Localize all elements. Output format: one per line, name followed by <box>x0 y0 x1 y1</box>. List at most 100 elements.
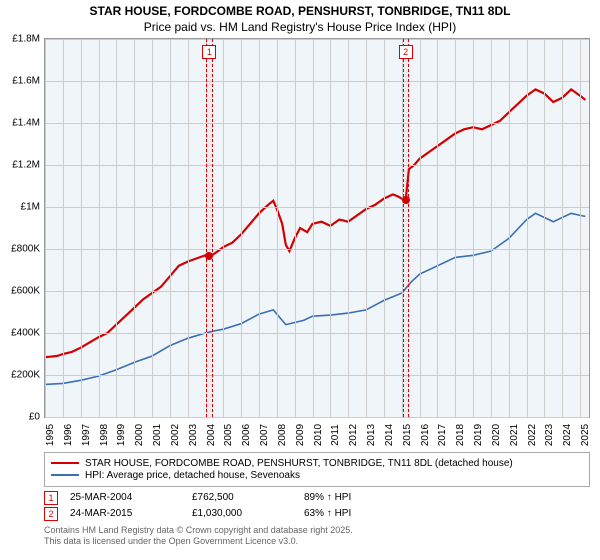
x-axis-label: 2002 <box>170 423 181 445</box>
y-axis-label: £800K <box>11 243 45 254</box>
grid-line-vertical <box>348 39 349 417</box>
table-row: 1 25-MAR-2004 £762,500 89% ↑ HPI <box>44 491 590 505</box>
y-axis-label: £400K <box>11 327 45 338</box>
grid-line-vertical <box>527 39 528 417</box>
grid-line-vertical <box>277 39 278 417</box>
grid-line-vertical <box>330 39 331 417</box>
footer-attribution: Contains HM Land Registry data © Crown c… <box>44 525 590 548</box>
grid-line-vertical <box>45 39 46 417</box>
legend-row: HPI: Average price, detached house, Seve… <box>51 470 583 481</box>
event-point <box>402 196 410 204</box>
legend: STAR HOUSE, FORDCOMBE ROAD, PENSHURST, T… <box>44 452 590 487</box>
legend-swatch <box>51 474 79 476</box>
grid-line-vertical <box>259 39 260 417</box>
x-axis-label: 1995 <box>45 423 56 445</box>
event-point <box>205 252 213 260</box>
y-axis-label: £1.4M <box>12 117 45 128</box>
x-axis-label: 2008 <box>277 423 288 445</box>
grid-line-horizontal <box>45 291 589 292</box>
row-date: 24-MAR-2015 <box>70 508 180 519</box>
grid-line-vertical <box>455 39 456 417</box>
grid-line-vertical <box>99 39 100 417</box>
event-table: 1 25-MAR-2004 £762,500 89% ↑ HPI 2 24-MAR-201… <box>44 491 590 521</box>
x-axis-label: 2010 <box>313 423 324 445</box>
x-axis-label: 2016 <box>420 423 431 445</box>
grid-line-vertical <box>170 39 171 417</box>
series-line-property <box>45 89 585 357</box>
grid-line-vertical <box>63 39 64 417</box>
y-axis-label: £1.2M <box>12 159 45 170</box>
grid-line-horizontal <box>45 375 589 376</box>
x-axis-label: 2019 <box>473 423 484 445</box>
x-axis-label: 2006 <box>241 423 252 445</box>
grid-line-vertical <box>384 39 385 417</box>
x-axis-label: 2000 <box>134 423 145 445</box>
legend-label: STAR HOUSE, FORDCOMBE ROAD, PENSHURST, T… <box>85 458 513 469</box>
grid-line-vertical <box>81 39 82 417</box>
grid-line-horizontal <box>45 81 589 82</box>
x-axis-label: 2003 <box>188 423 199 445</box>
event-band <box>206 39 212 417</box>
row-pct: 89% ↑ HPI <box>304 492 394 503</box>
legend-swatch <box>51 462 79 464</box>
row-marker: 2 <box>44 507 58 521</box>
grid-line-vertical <box>420 39 421 417</box>
row-price: £762,500 <box>192 492 292 503</box>
x-axis-label: 2024 <box>562 423 573 445</box>
plot-area: £0£200K£400K£600K£800K£1M£1.2M£1.4M£1.6M… <box>44 38 590 418</box>
grid-line-vertical <box>509 39 510 417</box>
grid-line-vertical <box>116 39 117 417</box>
x-axis-label: 1996 <box>63 423 74 445</box>
grid-line-vertical <box>295 39 296 417</box>
footer-line2: This data is licensed under the Open Gov… <box>44 536 590 547</box>
grid-line-vertical <box>437 39 438 417</box>
legend-row: STAR HOUSE, FORDCOMBE ROAD, PENSHURST, T… <box>51 458 583 469</box>
footer-line1: Contains HM Land Registry data © Crown c… <box>44 525 590 536</box>
x-axis-label: 2021 <box>509 423 520 445</box>
x-axis-label: 1997 <box>81 423 92 445</box>
grid-line-vertical <box>241 39 242 417</box>
grid-line-vertical <box>366 39 367 417</box>
grid-line-horizontal <box>45 207 589 208</box>
x-axis-label: 2025 <box>580 423 591 445</box>
line-series-svg <box>45 39 589 417</box>
grid-line-vertical <box>473 39 474 417</box>
x-axis-label: 1999 <box>116 423 127 445</box>
chart-title-line1: STAR HOUSE, FORDCOMBE ROAD, PENSHURST, T… <box>0 0 600 20</box>
y-axis-label: £1M <box>21 201 45 212</box>
x-axis-label: 2015 <box>402 423 413 445</box>
grid-line-vertical <box>223 39 224 417</box>
y-axis-label: £0 <box>29 411 45 422</box>
grid-line-horizontal <box>45 123 589 124</box>
x-axis-label: 2013 <box>366 423 377 445</box>
x-axis-label: 2018 <box>455 423 466 445</box>
x-axis-label: 2001 <box>152 423 163 445</box>
grid-line-vertical <box>544 39 545 417</box>
grid-line-vertical <box>134 39 135 417</box>
x-axis-label: 2017 <box>437 423 448 445</box>
x-axis-label: 2020 <box>491 423 502 445</box>
table-row: 224-MAR-2015£1,030,00063% ↑ HPI <box>44 507 590 521</box>
grid-line-vertical <box>152 39 153 417</box>
x-axis-label: 1998 <box>99 423 110 445</box>
x-axis-label: 2014 <box>384 423 395 445</box>
row-price: £1,030,000 <box>192 508 292 519</box>
grid-line-vertical <box>188 39 189 417</box>
x-axis-label: 2023 <box>544 423 555 445</box>
series-line-hpi <box>45 213 585 384</box>
x-axis-label: 2011 <box>330 424 341 446</box>
grid-line-vertical <box>313 39 314 417</box>
chart-container: STAR HOUSE, FORDCOMBE ROAD, PENSHURST, T… <box>0 0 600 560</box>
grid-line-horizontal <box>45 165 589 166</box>
y-axis-label: £1.8M <box>12 33 45 44</box>
y-axis-label: £200K <box>11 369 45 380</box>
row-marker: 1 <box>44 491 58 505</box>
x-axis-label: 2022 <box>527 423 538 445</box>
x-axis-label: 2012 <box>348 423 359 445</box>
row-date: 25-MAR-2004 <box>70 492 180 503</box>
event-marker: 2 <box>399 45 413 59</box>
grid-line-horizontal <box>45 39 589 40</box>
grid-line-vertical <box>562 39 563 417</box>
grid-line-horizontal <box>45 249 589 250</box>
event-marker: 1 <box>202 45 216 59</box>
